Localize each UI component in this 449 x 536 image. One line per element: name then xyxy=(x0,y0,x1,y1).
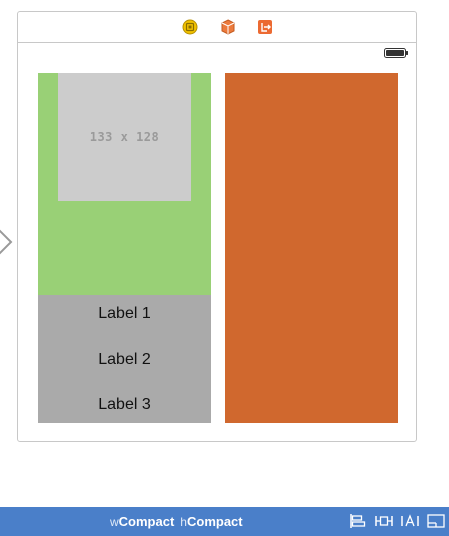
battery-icon xyxy=(384,48,408,58)
label-2[interactable]: Label 2 xyxy=(98,351,151,368)
size-class-toggle[interactable]: wCompact hCompact xyxy=(110,514,243,529)
green-container-view[interactable]: 133 x 128 xyxy=(38,73,211,295)
height-size-class: Compact xyxy=(186,514,243,529)
scene-dock xyxy=(18,12,416,43)
label-3[interactable]: Label 3 xyxy=(98,396,151,413)
orange-view[interactable] xyxy=(225,73,398,423)
exit-icon[interactable] xyxy=(257,19,273,35)
pin-icon[interactable] xyxy=(375,513,393,529)
resizing-icon[interactable] xyxy=(427,513,445,529)
image-size-label: 133 x 128 xyxy=(89,130,160,144)
view-controller-scene[interactable]: 133 x 128 Label 1 Label 2 Label 3 xyxy=(17,11,417,442)
width-prefix: w xyxy=(110,515,119,529)
label-stack-view[interactable]: Label 1 Label 2 Label 3 xyxy=(38,295,211,423)
first-responder-icon[interactable] xyxy=(220,19,236,35)
width-size-class: Compact xyxy=(118,514,175,529)
image-view-placeholder[interactable]: 133 x 128 xyxy=(58,73,191,201)
size-class-bar: wCompact hCompact xyxy=(0,507,449,536)
align-icon[interactable] xyxy=(349,513,367,529)
entry-point-arrow-icon[interactable] xyxy=(0,228,14,256)
height-prefix: h xyxy=(180,515,187,529)
label-1[interactable]: Label 1 xyxy=(98,305,151,322)
view-controller-icon[interactable] xyxy=(182,19,198,35)
resolve-icon[interactable] xyxy=(401,513,419,529)
